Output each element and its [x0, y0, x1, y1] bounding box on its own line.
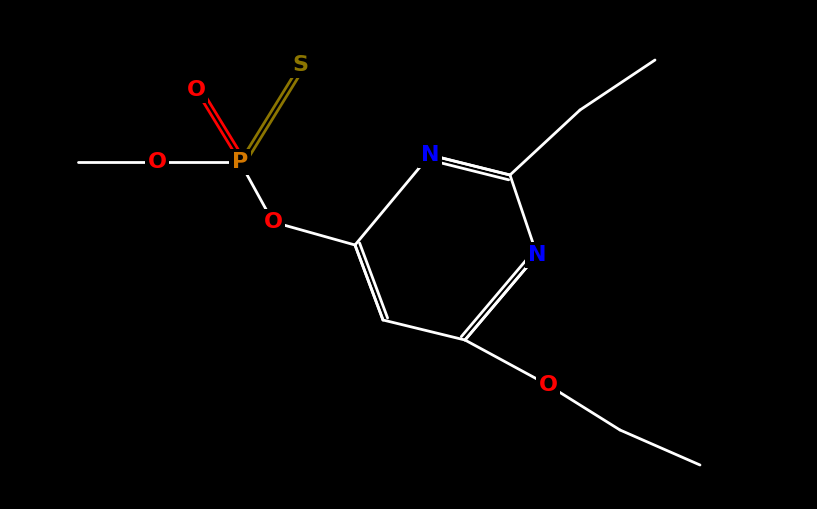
- Text: O: O: [538, 375, 557, 395]
- Text: P: P: [232, 152, 248, 172]
- Text: N: N: [528, 245, 547, 265]
- Text: S: S: [292, 55, 308, 75]
- Text: O: O: [186, 80, 206, 100]
- Text: N: N: [421, 145, 440, 165]
- Text: O: O: [264, 212, 283, 232]
- Text: O: O: [148, 152, 167, 172]
